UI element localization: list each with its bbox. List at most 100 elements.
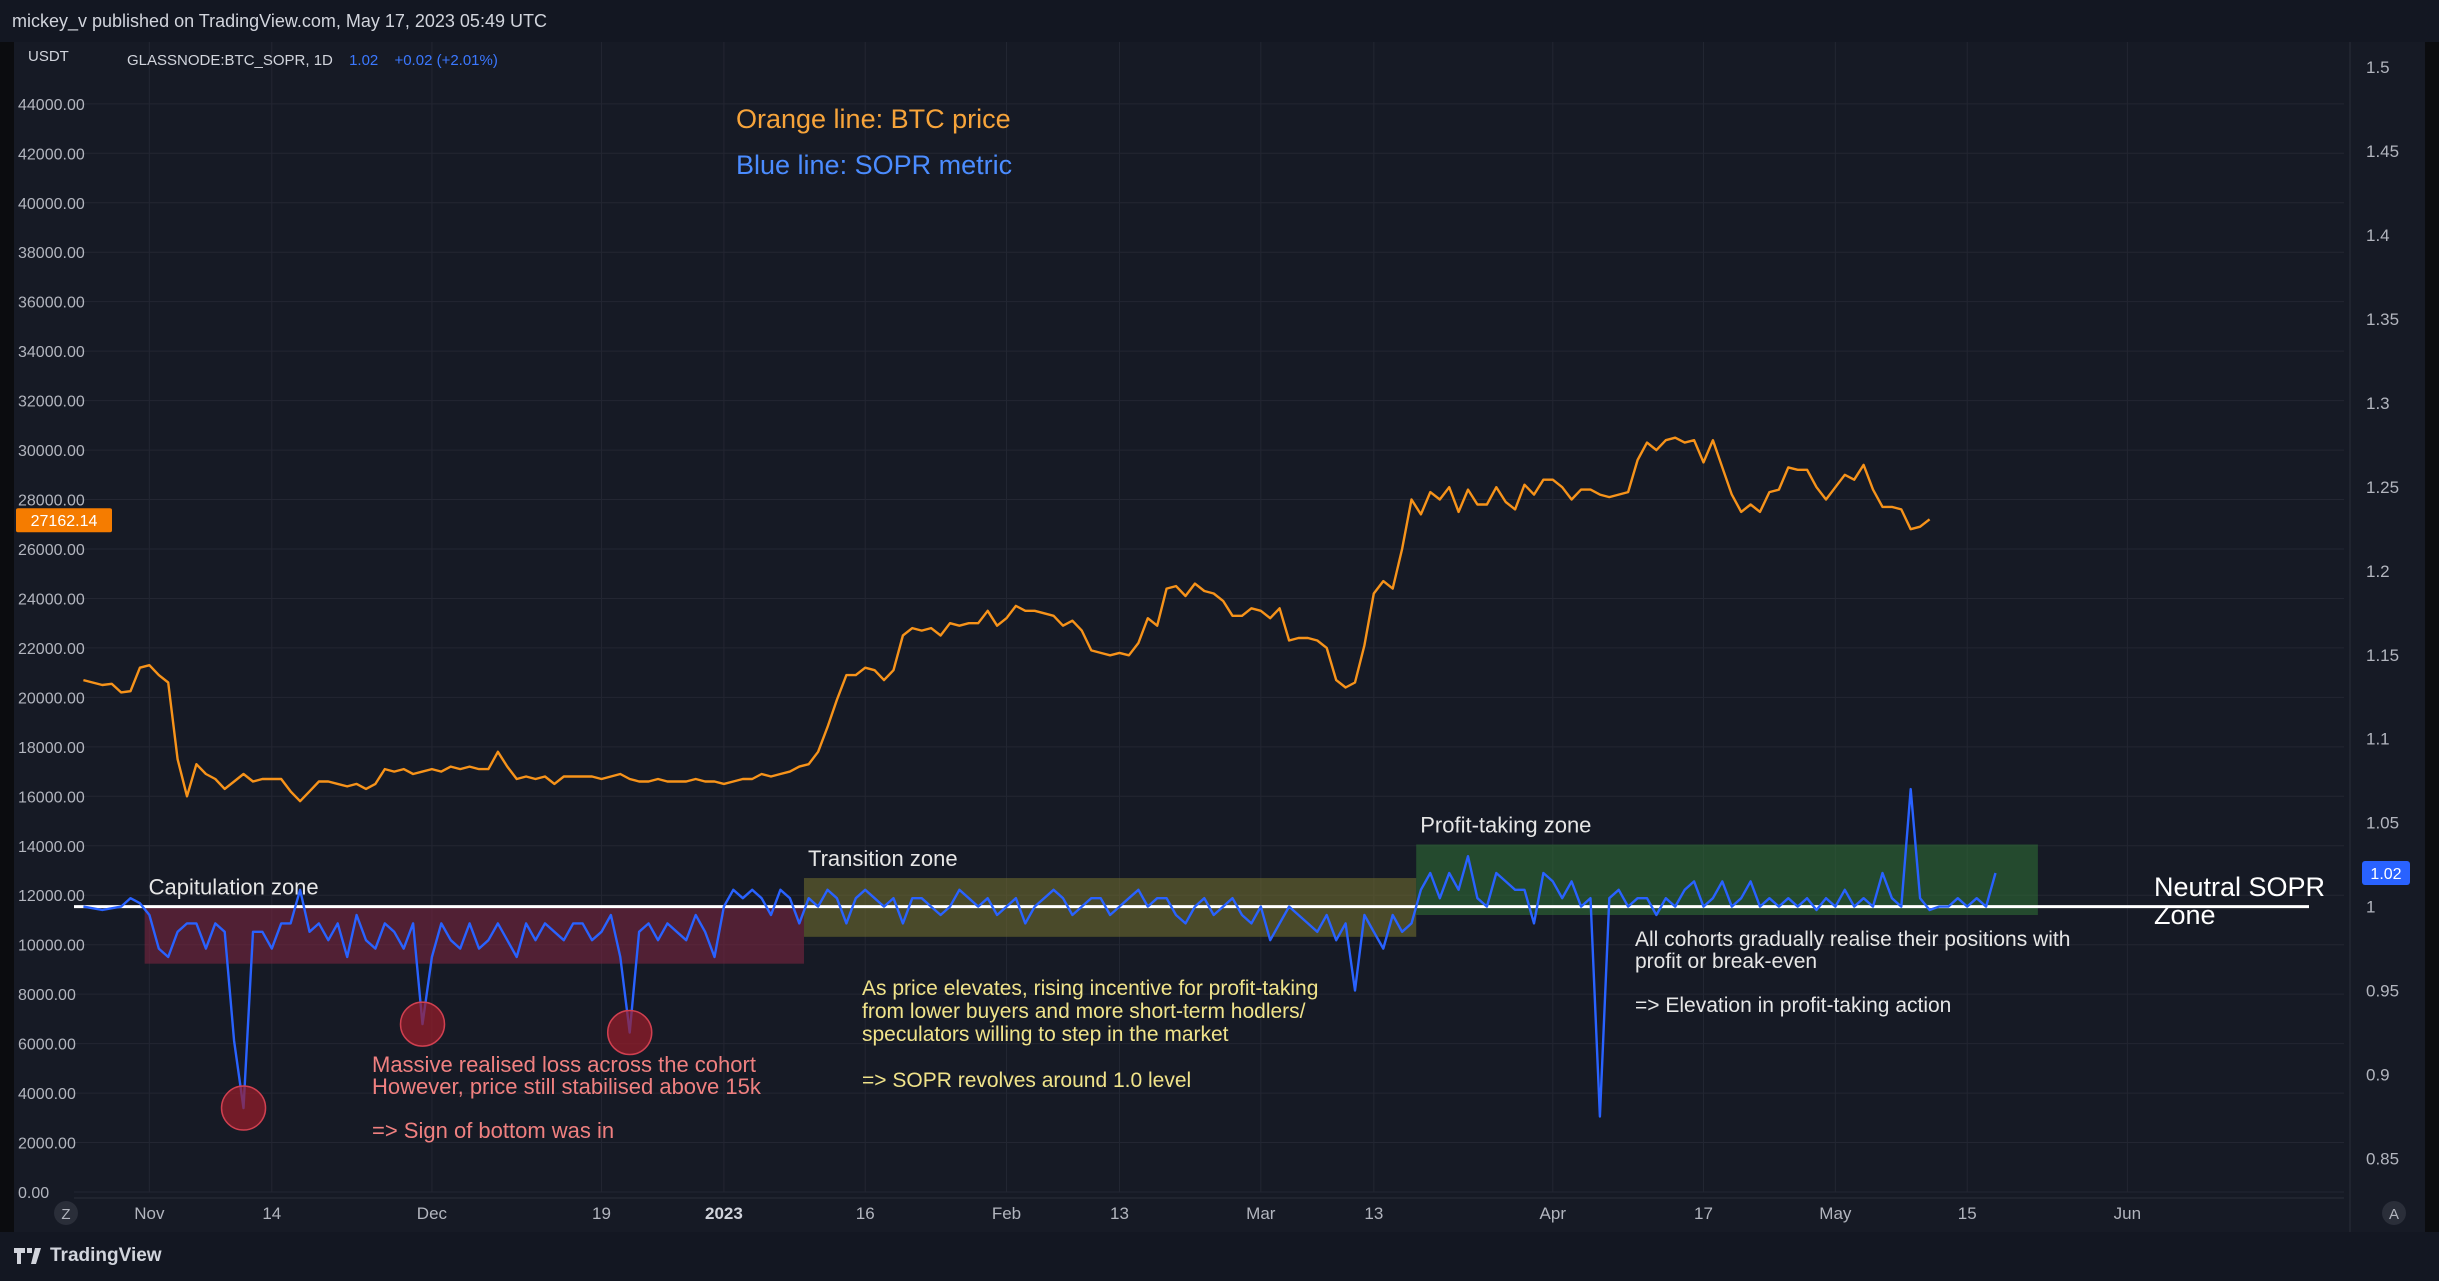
a-button[interactable] bbox=[2382, 1201, 2406, 1225]
symbol-value: 1.02 bbox=[349, 52, 378, 69]
y-left-tick-label: 28000.00 bbox=[18, 493, 85, 510]
profit-note: All cohorts gradually realise their posi… bbox=[1635, 928, 2070, 951]
y-left-tick-label: 12000.00 bbox=[18, 888, 85, 905]
x-tick-label: 14 bbox=[262, 1204, 281, 1223]
currency-label: USDT bbox=[28, 48, 69, 65]
tradingview-brand: TradingView bbox=[50, 1245, 162, 1266]
tradingview-logo[interactable]: TradingView bbox=[14, 1245, 162, 1267]
y-left-tick-label: 0.00 bbox=[18, 1185, 49, 1202]
zones: Capitulation zone Transition zone Profit-t… bbox=[144, 812, 2038, 964]
chart-panel[interactable]: Capitulation zone Transition zone Profit-t… bbox=[14, 42, 2425, 1232]
axes: 0.00 2000.00 4000.00 6000.00 8000.00 10000.00… bbox=[16, 42, 2410, 1232]
transition-note: As price elevates, rising incentive for … bbox=[862, 977, 1318, 1000]
y-left-tick-label: 36000.00 bbox=[18, 295, 85, 312]
loss-markers bbox=[220, 1001, 653, 1131]
price-badge bbox=[16, 508, 112, 533]
y-left-tick-label: 42000.00 bbox=[18, 146, 85, 163]
transition-note: => SOPR revolves around 1.0 level bbox=[862, 1069, 1191, 1092]
y-left-tick-label: 30000.00 bbox=[18, 443, 85, 460]
legend-blue: Blue line: SOPR metric bbox=[736, 150, 1012, 180]
y-left-tick-label: 32000.00 bbox=[18, 394, 85, 411]
zone-profit-taking-zone bbox=[1416, 844, 2038, 915]
y-right-tick-label: 0.9 bbox=[2366, 1065, 2390, 1084]
z-button[interactable] bbox=[54, 1201, 78, 1225]
x-tick-label: 17 bbox=[1694, 1204, 1713, 1223]
y-left-tick-label: 40000.00 bbox=[18, 196, 85, 213]
series-lines bbox=[74, 436, 2309, 1118]
capitulation-note: However, price still stabilised above 15… bbox=[372, 1074, 762, 1099]
y-left-tick-label: 38000.00 bbox=[18, 245, 85, 262]
y-right-tick-label: 1.25 bbox=[2366, 478, 2399, 497]
symbol-legend[interactable]: GLASSNODE:BTC_SOPR, 1D 1.02 +0.02 (+2.01… bbox=[127, 52, 498, 69]
y-left-tick-label: 34000.00 bbox=[18, 344, 85, 361]
zone-label: Profit-taking zone bbox=[1420, 812, 1591, 837]
capitulation-note: => Sign of bottom was in bbox=[372, 1118, 614, 1143]
x-tick-label: 16 bbox=[856, 1204, 875, 1223]
legend-orange: Orange line: BTC price bbox=[736, 104, 1011, 134]
y-right-tick-label: 1.1 bbox=[2366, 730, 2390, 749]
profit-note: profit or break-even bbox=[1635, 950, 1817, 973]
y-left-tick-label: 16000.00 bbox=[18, 789, 85, 806]
y-right-tick-label: 1 bbox=[2366, 898, 2375, 917]
y-right-tick-label: 1.2 bbox=[2366, 562, 2390, 581]
x-tick-label: 13 bbox=[1364, 1204, 1383, 1223]
annotations: Massive realised loss across the cohortH… bbox=[372, 872, 2325, 1143]
loss-marker bbox=[606, 1009, 653, 1056]
x-tick-label: Nov bbox=[134, 1204, 165, 1223]
y-right-tick-label: 0.85 bbox=[2366, 1149, 2399, 1168]
y-left-tick-label: 8000.00 bbox=[18, 987, 76, 1004]
y-right-tick-label: 1.35 bbox=[2366, 310, 2399, 329]
neutral-zone-note: Zone bbox=[2154, 900, 2216, 930]
x-tick-label: 15 bbox=[1958, 1204, 1977, 1223]
publish-info: mickey_v published on TradingView.com, M… bbox=[12, 11, 547, 31]
zone-label: Capitulation zone bbox=[149, 875, 319, 900]
profit-note: => Elevation in profit-taking action bbox=[1635, 994, 1951, 1017]
y-left-tick-label: 18000.00 bbox=[18, 740, 85, 757]
y-left-tick-label: 26000.00 bbox=[18, 542, 85, 559]
x-tick-label: 2023 bbox=[705, 1204, 743, 1223]
y-left-tick-label: 20000.00 bbox=[18, 690, 85, 707]
price-line bbox=[83, 436, 1931, 803]
x-tick-label: 13 bbox=[1110, 1204, 1129, 1223]
tradingview-logo-icon bbox=[14, 1248, 41, 1264]
sopr-badge-label: 1.02 bbox=[2370, 866, 2401, 883]
y-left-tick-label: 10000.00 bbox=[18, 938, 85, 955]
y-right-tick-label: 1.45 bbox=[2366, 142, 2399, 161]
x-tick-label: Feb bbox=[992, 1204, 1021, 1223]
zone-label: Transition zone bbox=[808, 846, 958, 871]
loss-marker bbox=[399, 1001, 446, 1047]
y-left-tick-label: 24000.00 bbox=[18, 591, 85, 608]
x-tick-label: Dec bbox=[417, 1204, 448, 1223]
x-tick-label: Apr bbox=[1540, 1204, 1567, 1223]
chart-canvas[interactable]: Capitulation zone Transition zone Profit-t… bbox=[14, 42, 2425, 1232]
x-tick-label: 19 bbox=[592, 1204, 611, 1223]
sopr-badge bbox=[2362, 861, 2410, 886]
y-right-tick-label: 1.05 bbox=[2366, 814, 2399, 833]
transition-note: speculators willing to step in the marke… bbox=[862, 1023, 1229, 1046]
y-right-tick-label: 1.3 bbox=[2366, 394, 2390, 413]
capitulation-note: Massive realised loss across the cohort bbox=[372, 1052, 756, 1077]
footer-bar: TradingView bbox=[0, 1232, 2439, 1281]
y-left-tick-label: 14000.00 bbox=[18, 839, 85, 856]
y-right-tick-label: 0.95 bbox=[2366, 982, 2399, 1001]
z-button-label: Z bbox=[61, 1206, 70, 1223]
y-left-tick-label: 4000.00 bbox=[18, 1086, 76, 1103]
price-badge-label: 27162.14 bbox=[31, 513, 98, 530]
symbol-name: GLASSNODE:BTC_SOPR, 1D bbox=[127, 52, 333, 69]
publish-header: mickey_v published on TradingView.com, M… bbox=[0, 0, 2439, 42]
y-left-tick-label: 44000.00 bbox=[18, 97, 85, 114]
sopr-line bbox=[83, 787, 1997, 1118]
x-tick-label: May bbox=[1819, 1204, 1852, 1223]
neutral-zone-note: Neutral SOPR bbox=[2154, 872, 2325, 902]
x-tick-label: Mar bbox=[1246, 1204, 1276, 1223]
loss-marker bbox=[220, 1085, 267, 1131]
y-right-tick-label: 1.5 bbox=[2366, 58, 2390, 77]
y-left-tick-label: 2000.00 bbox=[18, 1136, 76, 1153]
x-tick-label: Jun bbox=[2114, 1204, 2141, 1223]
y-right-tick-label: 1.4 bbox=[2366, 226, 2390, 245]
y-left-tick-label: 22000.00 bbox=[18, 641, 85, 658]
y-left-tick-label: 6000.00 bbox=[18, 1037, 76, 1054]
a-button-label: A bbox=[2389, 1206, 2399, 1223]
transition-note: from lower buyers and more short-term ho… bbox=[862, 1000, 1306, 1023]
y-right-tick-label: 1.15 bbox=[2366, 646, 2399, 665]
